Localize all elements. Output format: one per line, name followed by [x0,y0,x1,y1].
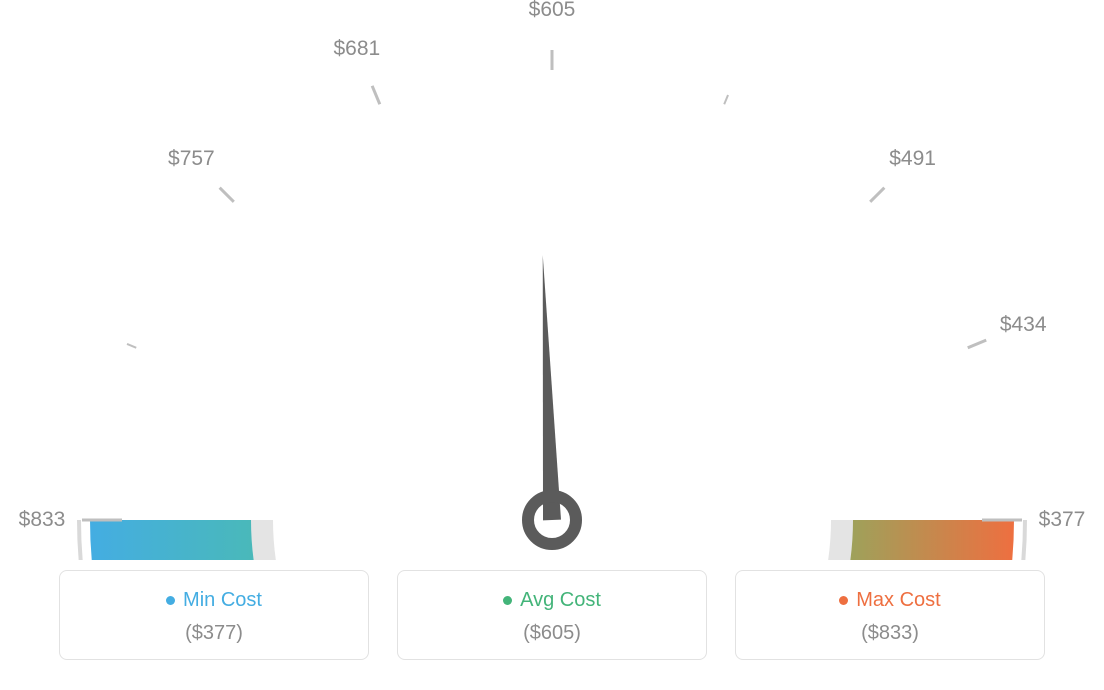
gauge-tick-label: $377 [1039,508,1086,532]
legend-label-max: Max Cost [856,589,940,612]
gauge-svg [22,20,1082,560]
legend-card-min: Min Cost ($377) [59,570,369,660]
legend-label-avg: Avg Cost [520,589,601,612]
legend-row: Min Cost ($377) Avg Cost ($605) Max Cost… [0,570,1104,660]
gauge-tick-label: $757 [168,147,215,171]
gauge-tick-label: $491 [889,147,936,171]
legend-value-avg: ($605) [523,622,581,645]
gauge-chart: $377 $434 $491 $605 $681 $757 $833 [0,0,1104,560]
legend-value-max: ($833) [861,622,919,645]
gauge-tick-label: $681 [333,37,380,61]
legend-dot-min [166,596,175,605]
legend-value-min: ($377) [185,622,243,645]
legend-title-max: Max Cost [839,589,940,612]
legend-dot-max [839,596,848,605]
legend-label-min: Min Cost [183,589,262,612]
gauge-tick-label: $833 [19,508,66,532]
gauge-tick-label: $605 [529,0,576,22]
legend-title-min: Min Cost [166,589,262,612]
gauge-tick-label: $434 [1000,313,1047,337]
legend-card-avg: Avg Cost ($605) [397,570,707,660]
legend-title-avg: Avg Cost [503,589,601,612]
legend-card-max: Max Cost ($833) [735,570,1045,660]
legend-dot-avg [503,596,512,605]
